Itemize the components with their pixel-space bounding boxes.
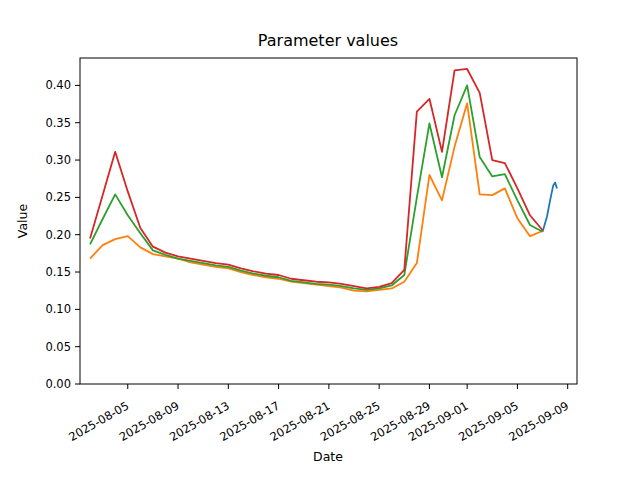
series-line-green — [90, 85, 543, 290]
series-line-blue — [543, 182, 557, 231]
y-tick-label: 0.05 — [45, 340, 71, 354]
x-axis-ticks: 2025-08-052025-08-092025-08-132025-08-17… — [66, 384, 571, 444]
plot-border — [80, 58, 577, 384]
y-axis-ticks: 0.00 0.05 0.10 0.15 0.20 0.25 0.30 0.35 0.40 — [45, 78, 80, 391]
y-tick-label: 0.20 — [45, 228, 71, 242]
plot-series — [90, 69, 557, 291]
y-axis-label: Value — [15, 204, 30, 239]
y-tick-label: 0.35 — [45, 116, 71, 130]
y-tick-label: 0.10 — [45, 302, 71, 316]
figure: Parameter values Date Value 0.00 0.05 0.10… — [0, 0, 640, 480]
y-tick-label: 0.40 — [45, 78, 71, 92]
y-tick-label: 0.25 — [45, 190, 71, 204]
x-axis-label: Date — [313, 449, 343, 464]
y-tick-label: 0.30 — [45, 153, 71, 167]
y-tick-label: 0.15 — [45, 265, 71, 279]
y-tick-label: 0.00 — [45, 377, 71, 391]
chart-title: Parameter values — [258, 31, 398, 50]
chart-canvas: Parameter values Date Value 0.00 0.05 0.10… — [0, 0, 640, 480]
